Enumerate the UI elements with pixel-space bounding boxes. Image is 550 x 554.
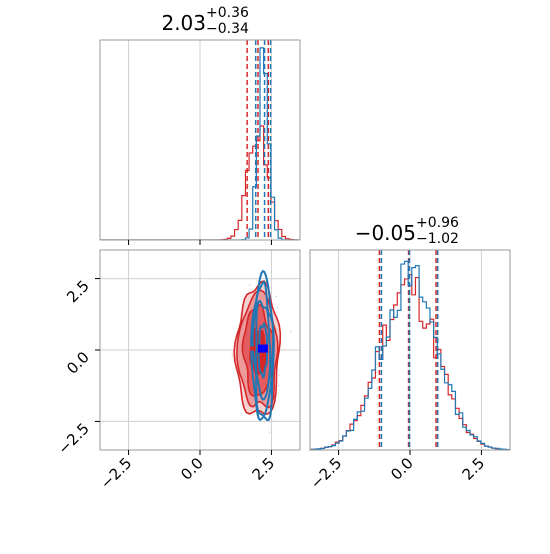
marginal-p1-xtick-label-0: −2.5 (307, 454, 345, 492)
title-p1-median: −0.05 (355, 221, 416, 245)
joint-p0-p1-sample-87 (239, 313, 242, 316)
joint-p0-p1-ytick-label-0: −2.5 (54, 420, 92, 458)
title-p1-minus: −1.02 (416, 231, 459, 247)
joint-p0-p1-median-marker (249, 346, 256, 351)
marginal-p0-chain_b-hist (100, 47, 300, 240)
marginal-p1-xtick-label-1: 0.0 (387, 454, 417, 484)
joint-p0-p1-xtick-label-1: 0.0 (177, 454, 207, 484)
joint-p0-p1-sample-30 (275, 295, 277, 298)
joint-p0-p1-ytick-label-2: 2.5 (63, 277, 93, 307)
joint-p0-p1 (100, 250, 300, 450)
joint-p0-p1-sample-31 (272, 420, 275, 423)
title-p0: 2.03 +0.36−0.34 (161, 5, 249, 37)
joint-p0-p1-sample-16 (276, 306, 279, 309)
title-p1: −0.05 +0.96−1.02 (355, 215, 459, 247)
joint-p0-p1-sample-102 (277, 384, 280, 387)
joint-p0-p1-ytick-label-1: 0.0 (63, 348, 93, 378)
joint-p0-p1-sample-61 (231, 353, 234, 355)
joint-p0-p1-sample-81 (231, 355, 234, 358)
marginal-p0 (100, 40, 300, 240)
title-p1-plus: +0.96 (416, 215, 459, 231)
title-p0-median: 2.03 (161, 11, 206, 35)
marginal-p1 (310, 250, 510, 450)
marginal-p0-chain_a-hist (100, 125, 300, 240)
joint-p0-p1-sample-34 (268, 431, 271, 433)
joint-p0-p1-chain_b-contour-2 (254, 299, 272, 401)
joint-p0-p1-sample-158 (290, 330, 293, 333)
joint-p0-p1-xtick-label-0: −2.5 (97, 454, 135, 492)
marginal-p1-xtick-label-2: 2.5 (459, 454, 489, 484)
joint-p0-p1-sample-19 (282, 348, 285, 351)
title-p0-minus: −0.34 (206, 21, 249, 37)
joint-p0-p1-sample-45 (248, 284, 251, 286)
joint-p0-p1-truth-marker (257, 344, 268, 353)
joint-p0-p1-xtick-label-2: 2.5 (249, 454, 279, 484)
title-p0-plus: +0.36 (206, 5, 249, 21)
joint-p0-p1-sample-49 (278, 374, 281, 377)
